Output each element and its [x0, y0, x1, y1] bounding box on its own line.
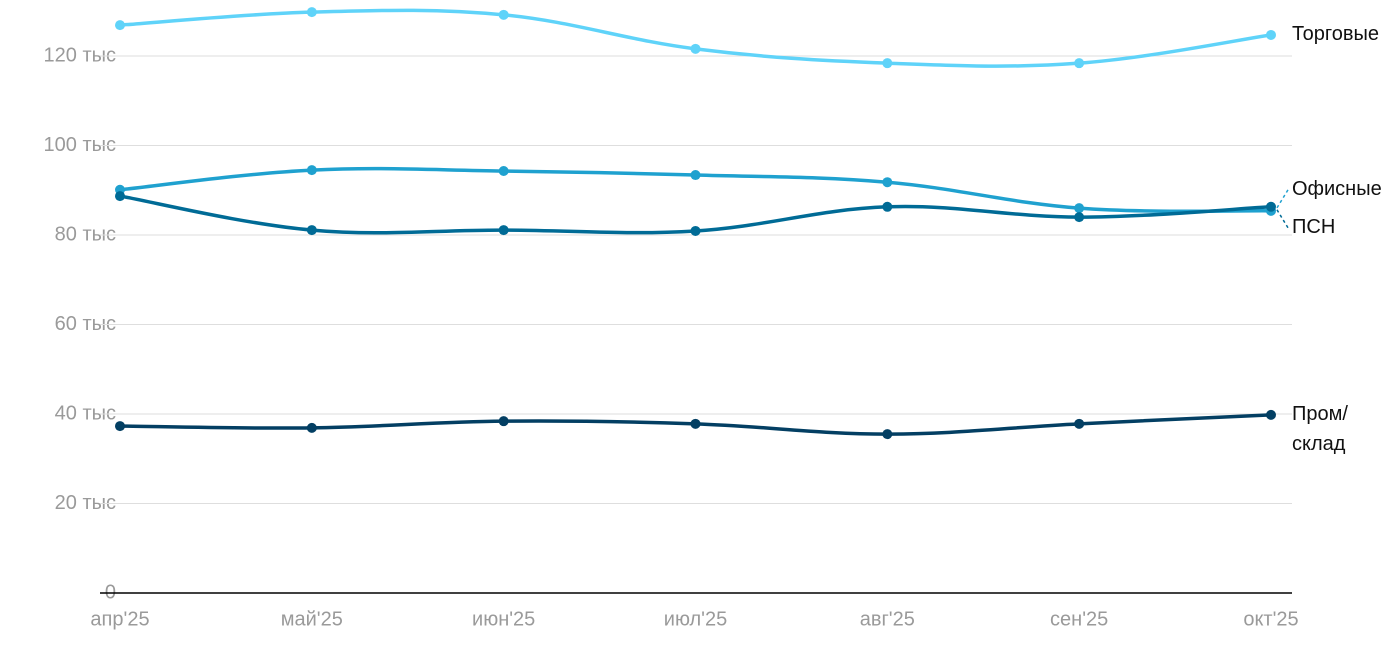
data-point	[498, 225, 509, 236]
data-point	[1266, 409, 1276, 420]
x-tick-label: окт'25	[1243, 608, 1298, 630]
y-tick-label: 60 тыс	[55, 313, 116, 335]
data-point	[115, 191, 125, 202]
data-point	[1266, 29, 1276, 40]
y-tick-label: 20 тыс	[55, 492, 116, 514]
series-label: Офисные	[1292, 178, 1382, 200]
data-point	[690, 418, 701, 429]
data-point	[306, 7, 317, 18]
x-tick-label: авг'25	[860, 608, 915, 630]
data-point	[1074, 58, 1085, 69]
data-point	[690, 225, 701, 236]
series-label: Пром/склад	[1292, 403, 1348, 455]
data-point	[690, 43, 701, 54]
data-point	[1074, 212, 1085, 223]
series-label-line: Пром/	[1292, 403, 1348, 425]
data-point	[498, 416, 509, 427]
leader-line	[1276, 189, 1289, 209]
data-point	[690, 170, 701, 181]
x-tick-label: июл'25	[664, 608, 727, 630]
data-point	[498, 9, 509, 20]
data-point	[306, 165, 317, 176]
series-label-line: склад	[1292, 433, 1346, 455]
y-tick-label: 80 тыс	[55, 223, 116, 245]
data-point	[306, 225, 317, 236]
x-tick-label: сен'25	[1050, 608, 1108, 630]
data-point	[882, 177, 893, 188]
y-tick-label: 40 тыс	[55, 402, 116, 424]
series-label: Торговые	[1292, 23, 1379, 45]
data-point	[498, 166, 509, 177]
data-point	[1074, 203, 1085, 214]
y-tick-label: 100 тыс	[44, 134, 116, 156]
data-point	[1074, 418, 1085, 429]
y-tick-label: 120 тыс	[44, 44, 116, 66]
data-point	[306, 422, 317, 433]
data-point	[882, 58, 893, 69]
data-point	[882, 429, 893, 440]
series-line	[119, 8, 1272, 68]
x-tick-label: июн'25	[472, 608, 535, 630]
data-point	[882, 201, 893, 212]
data-point	[1266, 201, 1276, 212]
data-point	[115, 421, 125, 432]
data-point	[115, 20, 125, 31]
leader-line	[1276, 209, 1289, 229]
x-tick-label: май'25	[281, 608, 343, 630]
x-tick-label: апр'25	[90, 608, 149, 630]
series-label: ПСН	[1292, 216, 1335, 238]
